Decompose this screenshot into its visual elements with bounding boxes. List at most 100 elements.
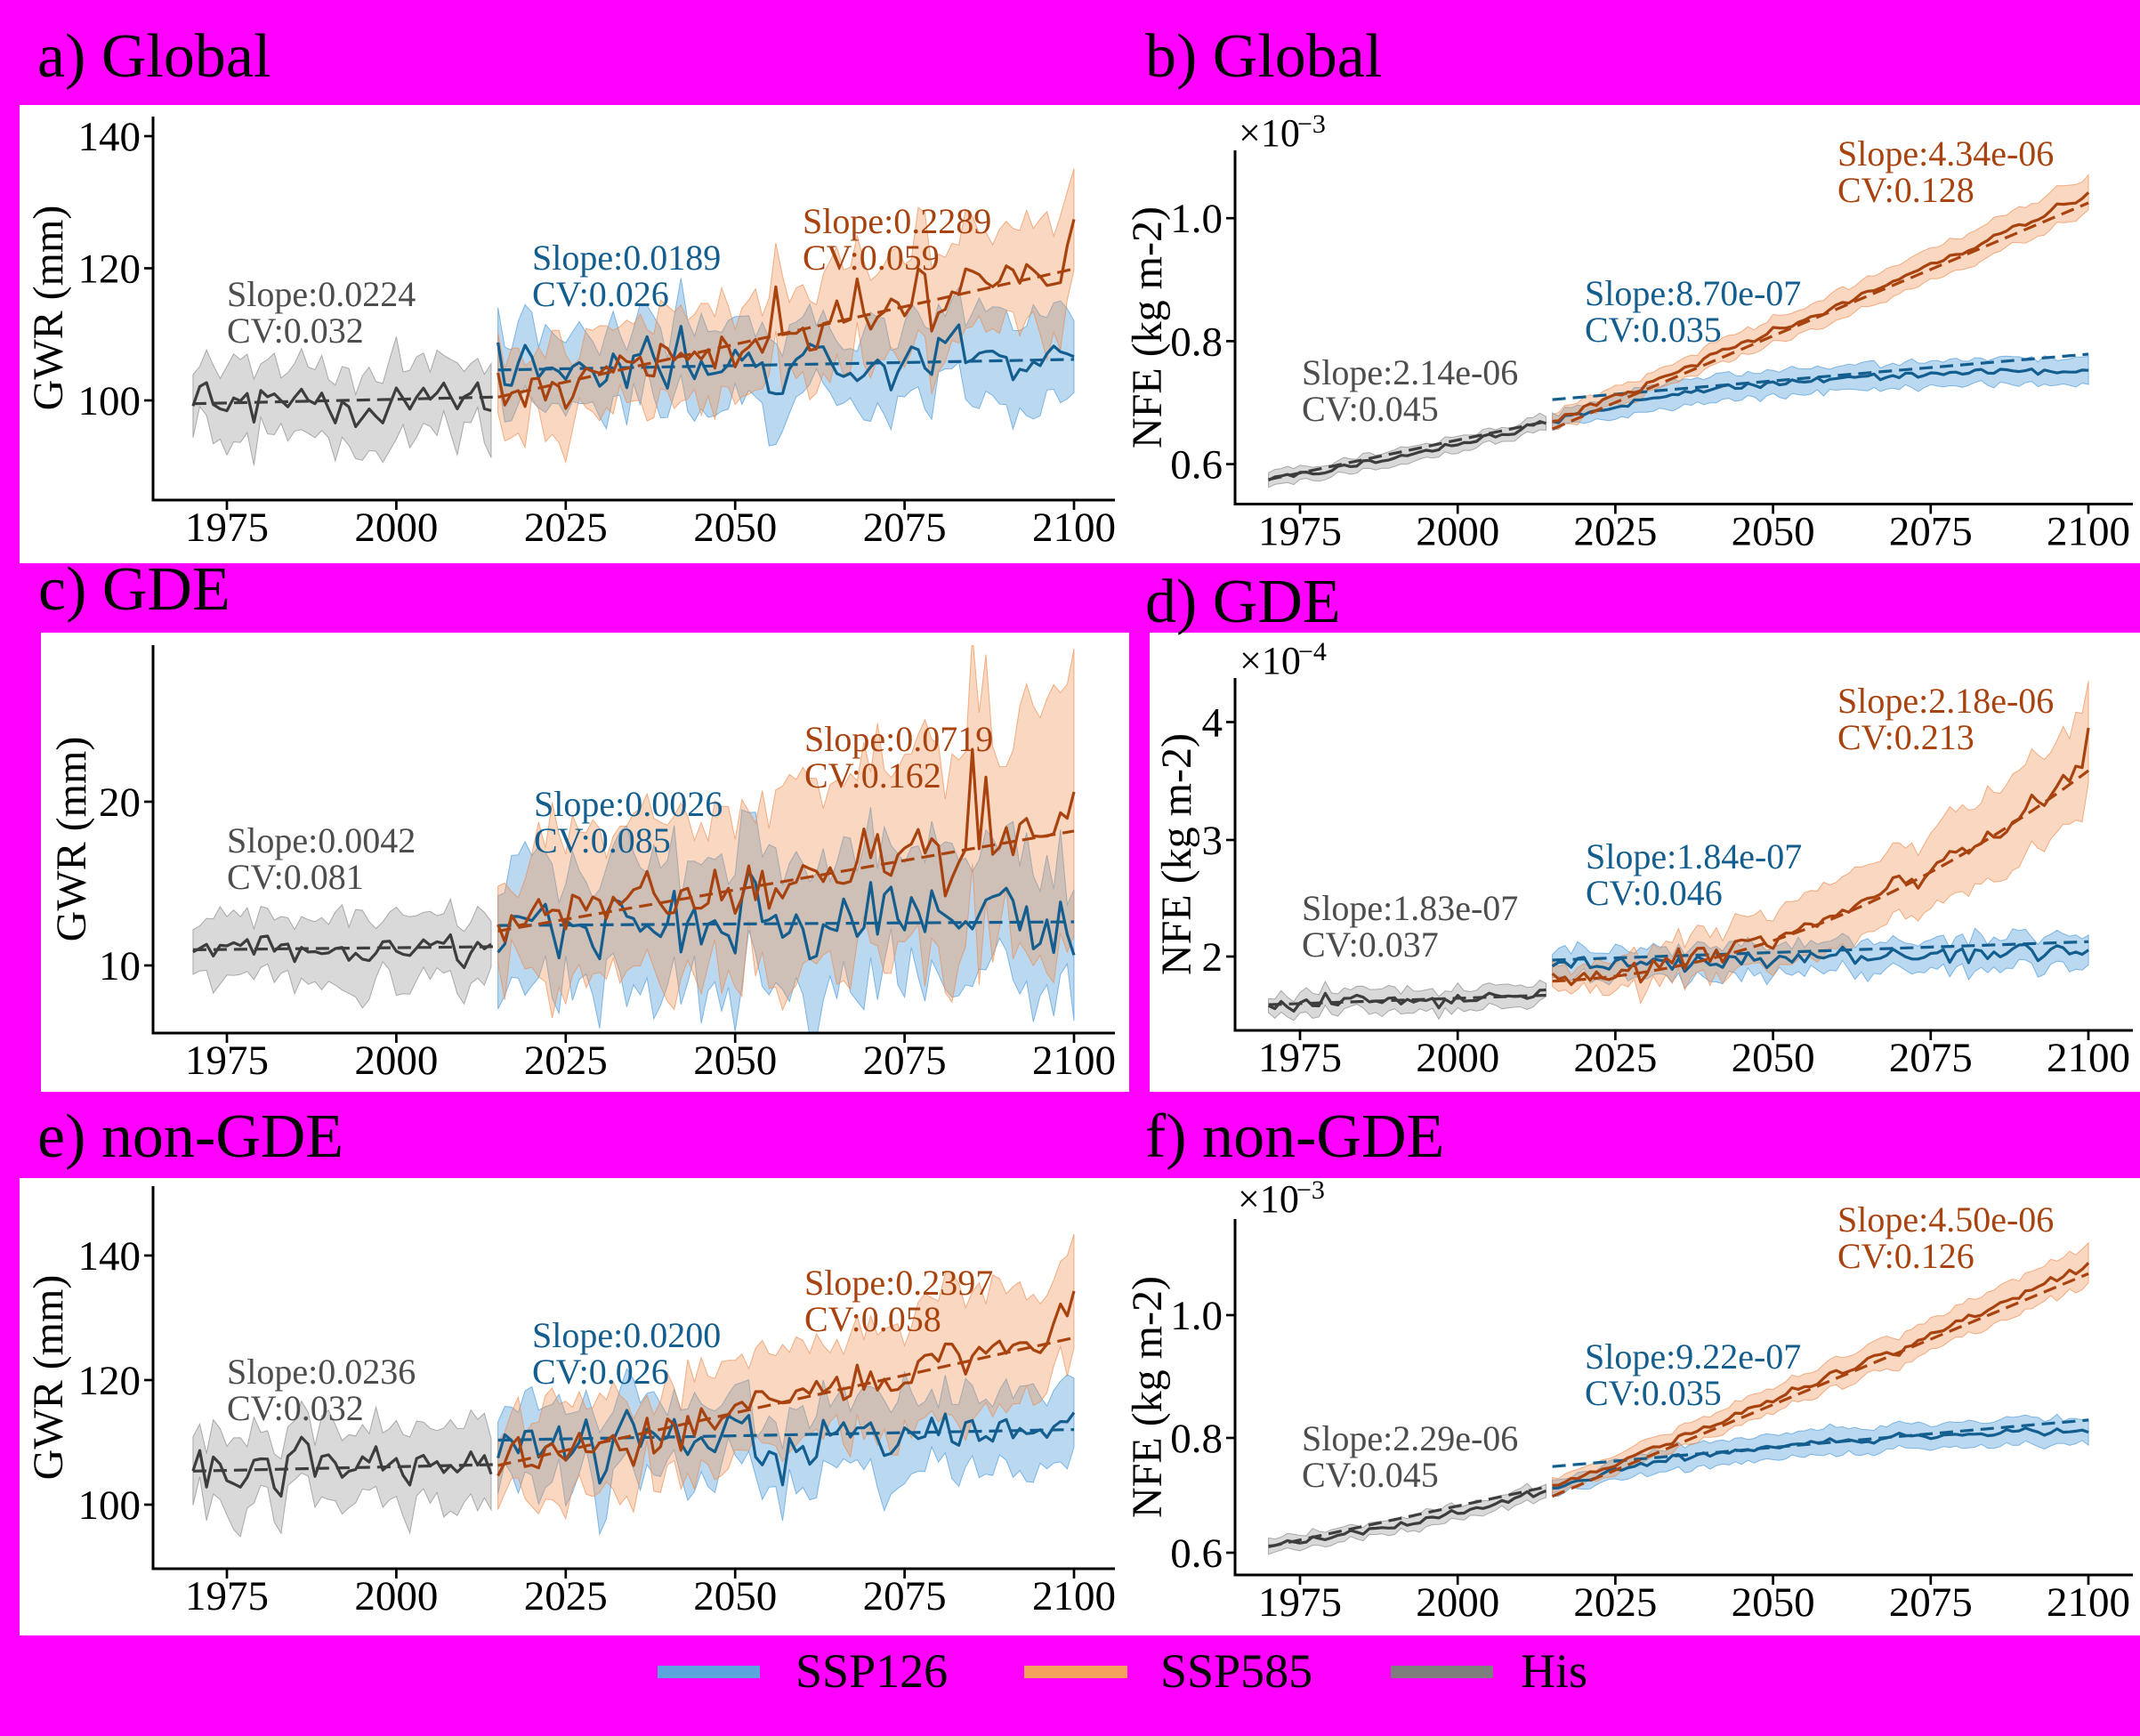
svg-text:2025: 2025	[524, 505, 608, 551]
svg-text:CV:0.045: CV:0.045	[1302, 389, 1439, 429]
svg-text:CV:0.045: CV:0.045	[1302, 1455, 1439, 1495]
svg-text:GWR (mm): GWR (mm)	[25, 206, 72, 411]
svg-text:Slope:2.18e-06: Slope:2.18e-06	[1837, 681, 2054, 721]
svg-text:Slope:0.0200: Slope:0.0200	[532, 1315, 721, 1355]
svg-text:2075: 2075	[863, 1573, 947, 1619]
svg-text:2075: 2075	[863, 1038, 947, 1084]
svg-text:2000: 2000	[354, 505, 438, 551]
svg-text:20: 20	[99, 779, 141, 826]
svg-text:140: 140	[78, 114, 141, 160]
svg-text:NFE (kg m-2): NFE (kg m-2)	[1153, 733, 1200, 975]
svg-text:2025: 2025	[1573, 509, 1657, 555]
svg-text:CV:0.058: CV:0.058	[804, 1299, 941, 1339]
svg-text:140: 140	[78, 1233, 141, 1280]
svg-text:1975: 1975	[185, 1038, 269, 1084]
svg-text:1.0: 1.0	[1170, 196, 1223, 242]
svg-text:SSP585: SSP585	[1160, 1644, 1312, 1698]
svg-text:CV:0.032: CV:0.032	[227, 1388, 364, 1428]
svg-text:2075: 2075	[863, 505, 947, 551]
svg-text:CV:0.081: CV:0.081	[227, 857, 364, 897]
svg-text:2050: 2050	[1732, 1035, 1815, 1081]
svg-text:0.8: 0.8	[1170, 1416, 1223, 1462]
svg-text:2025: 2025	[524, 1038, 608, 1084]
svg-text:Slope:1.84e-07: Slope:1.84e-07	[1586, 836, 1802, 876]
svg-text:e) non-GDE: e) non-GDE	[37, 1102, 343, 1171]
svg-text:SSP126: SSP126	[795, 1644, 948, 1698]
svg-text:CV:0.126: CV:0.126	[1837, 1236, 1974, 1276]
svg-text:2025: 2025	[524, 1573, 608, 1619]
svg-text:2050: 2050	[1732, 1579, 1815, 1626]
svg-text:c) GDE: c) GDE	[38, 555, 230, 624]
svg-text:Slope:1.83e-07: Slope:1.83e-07	[1302, 888, 1518, 928]
svg-text:3: 3	[1202, 818, 1223, 864]
svg-text:Slope:0.2289: Slope:0.2289	[803, 201, 991, 241]
svg-text:CV:0.035: CV:0.035	[1585, 310, 1722, 350]
svg-text:Slope:8.70e-07: Slope:8.70e-07	[1585, 273, 1801, 313]
svg-text:1975: 1975	[1258, 509, 1342, 555]
svg-text:0.6: 0.6	[1170, 1530, 1223, 1577]
svg-text:Slope:0.0189: Slope:0.0189	[532, 238, 721, 278]
svg-text:2000: 2000	[354, 1573, 438, 1619]
svg-text:−3: −3	[1296, 1175, 1325, 1205]
svg-text:4: 4	[1202, 700, 1223, 747]
svg-text:×10: ×10	[1238, 1177, 1299, 1221]
svg-text:2050: 2050	[693, 1038, 777, 1084]
svg-text:1975: 1975	[1258, 1579, 1342, 1626]
svg-text:2100: 2100	[2047, 1579, 2130, 1626]
svg-text:2100: 2100	[1032, 505, 1116, 551]
svg-text:f) non-GDE: f) non-GDE	[1145, 1102, 1444, 1171]
svg-text:2075: 2075	[1889, 509, 1973, 555]
svg-text:d) GDE: d) GDE	[1145, 568, 1341, 636]
svg-text:10: 10	[99, 943, 141, 989]
svg-text:His: His	[1521, 1644, 1587, 1698]
svg-text:CV:0.085: CV:0.085	[534, 820, 671, 860]
svg-text:Slope:0.0224: Slope:0.0224	[227, 274, 416, 314]
svg-text:2000: 2000	[1416, 1035, 1499, 1081]
svg-text:1.0: 1.0	[1170, 1293, 1223, 1339]
svg-text:Slope:9.22e-07: Slope:9.22e-07	[1585, 1336, 1801, 1377]
svg-text:100: 100	[78, 378, 141, 424]
svg-text:2050: 2050	[1732, 509, 1815, 555]
svg-text:Slope:2.14e-06: Slope:2.14e-06	[1302, 352, 1518, 392]
svg-text:CV:0.032: CV:0.032	[227, 311, 364, 351]
svg-text:2050: 2050	[693, 505, 777, 551]
svg-text:1975: 1975	[185, 505, 269, 551]
svg-text:CV:0.162: CV:0.162	[804, 755, 941, 795]
svg-text:−3: −3	[1297, 109, 1326, 139]
svg-text:0.6: 0.6	[1170, 442, 1223, 489]
svg-text:Slope:0.0236: Slope:0.0236	[227, 1352, 416, 1392]
svg-text:2025: 2025	[1573, 1035, 1657, 1081]
svg-text:2075: 2075	[1889, 1579, 1973, 1626]
svg-text:×10: ×10	[1239, 111, 1300, 155]
svg-text:CV:0.046: CV:0.046	[1586, 873, 1723, 913]
svg-text:Slope:2.29e-06: Slope:2.29e-06	[1302, 1418, 1518, 1458]
svg-text:2000: 2000	[1416, 509, 1499, 555]
svg-text:2: 2	[1202, 934, 1223, 981]
svg-text:Slope:4.50e-06: Slope:4.50e-06	[1837, 1199, 2054, 1239]
svg-text:2100: 2100	[2047, 1035, 2130, 1081]
svg-text:120: 120	[78, 246, 141, 293]
svg-text:CV:0.035: CV:0.035	[1585, 1373, 1722, 1413]
svg-text:×10: ×10	[1240, 639, 1301, 682]
svg-text:Slope:0.2397: Slope:0.2397	[804, 1263, 993, 1303]
svg-text:b) Global: b) Global	[1145, 22, 1382, 91]
svg-text:a) Global: a) Global	[37, 22, 271, 91]
svg-text:2100: 2100	[1032, 1038, 1116, 1084]
svg-text:Slope:4.34e-06: Slope:4.34e-06	[1837, 133, 2054, 174]
svg-text:CV:0.026: CV:0.026	[532, 274, 669, 314]
svg-text:GWR (mm): GWR (mm)	[48, 737, 95, 942]
svg-text:2050: 2050	[693, 1573, 777, 1619]
svg-text:GWR (mm): GWR (mm)	[25, 1275, 72, 1481]
svg-text:2025: 2025	[1573, 1579, 1657, 1626]
svg-text:CV:0.059: CV:0.059	[803, 238, 940, 278]
svg-text:Slope:0.0042: Slope:0.0042	[227, 820, 416, 860]
svg-text:2100: 2100	[2047, 509, 2130, 555]
svg-text:100: 100	[78, 1482, 141, 1529]
svg-text:1975: 1975	[1258, 1035, 1342, 1081]
svg-text:−4: −4	[1298, 637, 1327, 666]
svg-text:0.8: 0.8	[1170, 319, 1223, 365]
svg-text:2075: 2075	[1889, 1035, 1973, 1081]
svg-text:NFE (kg m-2): NFE (kg m-2)	[1124, 1276, 1171, 1518]
svg-text:CV:0.128: CV:0.128	[1837, 170, 1974, 210]
svg-text:2100: 2100	[1032, 1573, 1116, 1619]
